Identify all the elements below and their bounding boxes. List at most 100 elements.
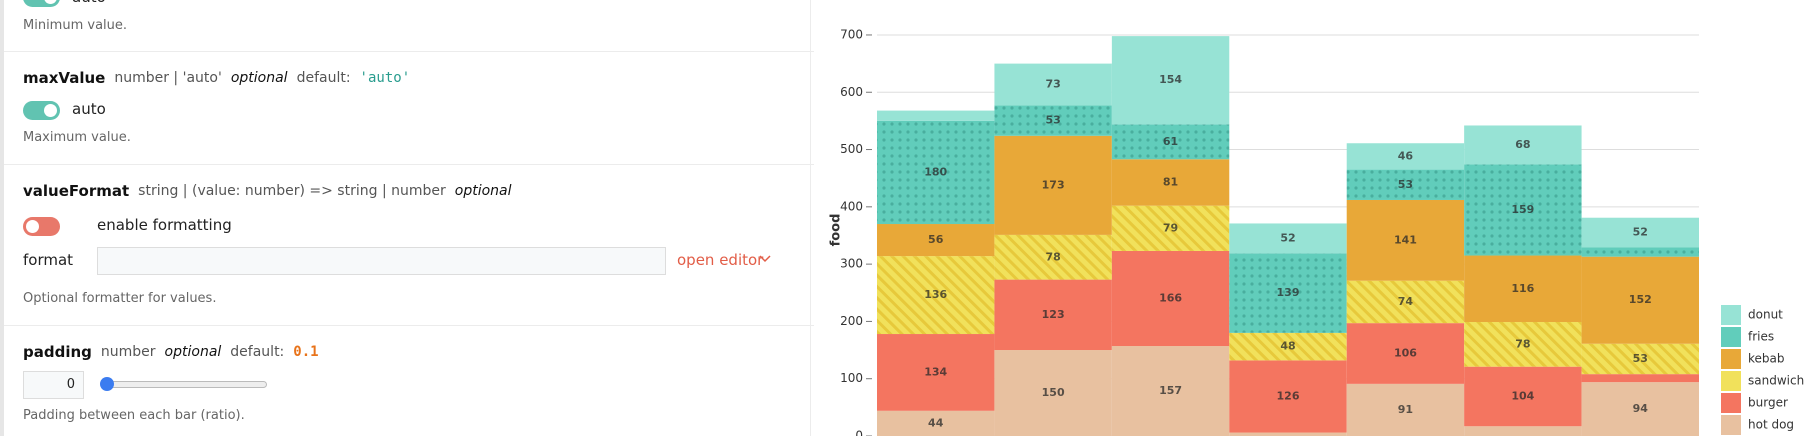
bar-segment: [1464, 125, 1582, 165]
legend-label: sandwich: [1748, 374, 1804, 388]
bar-segment: [1581, 374, 1699, 383]
bar-segment: [994, 135, 1112, 235]
bar-segment: [1464, 321, 1582, 367]
bar-segment: [877, 110, 995, 121]
value-label: 150: [1042, 386, 1065, 399]
value-label: 126: [1277, 389, 1300, 402]
bar-segment: [1346, 143, 1465, 170]
editor-link[interactable]: open editor: [677, 251, 764, 269]
value-label: 139: [1277, 286, 1300, 299]
bar-segment: [877, 334, 995, 411]
legend-swatch: [1721, 349, 1741, 369]
bar-segment: [1464, 255, 1582, 322]
value-label: 141: [1394, 233, 1417, 246]
divider: [4, 325, 814, 326]
y-tick-label: 100: [840, 371, 863, 385]
y-tick-label: 0: [855, 429, 863, 436]
value-label: 180: [924, 165, 947, 178]
toggle[interactable]: [23, 101, 60, 120]
number-input[interactable]: 0: [23, 371, 84, 399]
description: Optional formatter for values.: [23, 291, 217, 306]
y-axis-label: food: [829, 214, 844, 247]
value-label: 136: [924, 288, 947, 301]
value-label: 106: [1394, 347, 1417, 360]
prop-header: padding number optional default: 0.1: [23, 342, 319, 362]
value-label: 73: [1045, 78, 1060, 91]
default-value: 'auto': [359, 70, 411, 86]
bar-segment: [1581, 217, 1699, 248]
bar-segment: [877, 224, 995, 257]
prop-optional: optional: [454, 183, 512, 199]
bar-segment: [1229, 360, 1347, 433]
description: Maximum value.: [23, 130, 131, 145]
bar-segment: [877, 256, 995, 335]
toggle[interactable]: [23, 217, 60, 236]
legend-swatch: [1721, 371, 1741, 391]
value-label: 123: [1042, 308, 1065, 321]
y-tick-label: 500: [840, 142, 863, 156]
default-label: default:: [296, 70, 351, 86]
prop-type: number: [100, 344, 156, 360]
bar-segment: [1346, 323, 1465, 384]
value-label: 74: [1398, 295, 1414, 308]
toggle-label: auto: [72, 100, 106, 118]
value-label: 53: [1045, 114, 1060, 127]
value-label: 48: [1280, 340, 1295, 353]
legend-swatch: [1721, 415, 1741, 435]
bar-segment: [1229, 432, 1347, 436]
bar-segment: [1111, 205, 1230, 251]
bar-segment: [877, 410, 995, 436]
bar-segment: [1111, 159, 1230, 206]
value-label: 159: [1511, 203, 1534, 216]
bar-segment: [994, 105, 1112, 136]
text-input[interactable]: [97, 247, 666, 275]
value-label: 52: [1633, 226, 1648, 239]
bar-segment: [1111, 124, 1230, 160]
prop-optional: optional: [164, 344, 222, 360]
bar-segment: [1111, 346, 1230, 436]
value-label: 78: [1045, 250, 1060, 263]
value-label: 61: [1163, 135, 1178, 148]
slider-knob[interactable]: [100, 377, 114, 391]
value-label: 157: [1159, 384, 1182, 397]
prop-header: maxValue number | 'auto' optional defaul…: [23, 68, 410, 88]
bar-segment: [994, 234, 1112, 280]
description: Padding between each bar (ratio).: [23, 408, 245, 423]
bar-segment: [1581, 343, 1699, 375]
chevron[interactable]: [758, 254, 772, 264]
toggle[interactable]: [23, 0, 60, 7]
value-label: 56: [928, 233, 944, 246]
settings-panel: auto Minimum value. maxValue number | 'a…: [0, 0, 814, 436]
value-label: 52: [1280, 231, 1295, 244]
prop-optional: optional: [230, 70, 288, 86]
bar-segment: [1229, 253, 1347, 333]
legend-label: fries: [1748, 330, 1774, 344]
bar-segment: [1346, 383, 1465, 436]
legend-swatch: [1721, 393, 1741, 413]
bar-segment: [1581, 382, 1699, 436]
y-tick-label: 300: [840, 257, 863, 271]
value-label: 116: [1511, 282, 1534, 295]
value-label: 166: [1159, 292, 1182, 305]
divider: [4, 164, 814, 165]
bar-segment: [1346, 169, 1465, 200]
bar-segment: [1581, 256, 1699, 344]
bar-segment: [1229, 332, 1347, 361]
prop-name: padding: [23, 343, 92, 361]
bar-segment: [1111, 250, 1230, 347]
value-label: 78: [1515, 337, 1530, 350]
value-label: 173: [1042, 178, 1065, 191]
prop-name: valueFormat: [23, 182, 130, 200]
legend-label: burger: [1748, 396, 1788, 410]
y-tick-label: 600: [840, 85, 863, 99]
default-label: default:: [230, 344, 285, 360]
value-label: 68: [1515, 138, 1530, 151]
bar-segment: [1229, 223, 1347, 254]
bar-segment: [994, 279, 1112, 351]
bar-segment: [877, 120, 995, 225]
value-label: 134: [924, 365, 947, 378]
value-label: 44: [928, 416, 944, 429]
toggle-label: auto: [72, 0, 106, 6]
